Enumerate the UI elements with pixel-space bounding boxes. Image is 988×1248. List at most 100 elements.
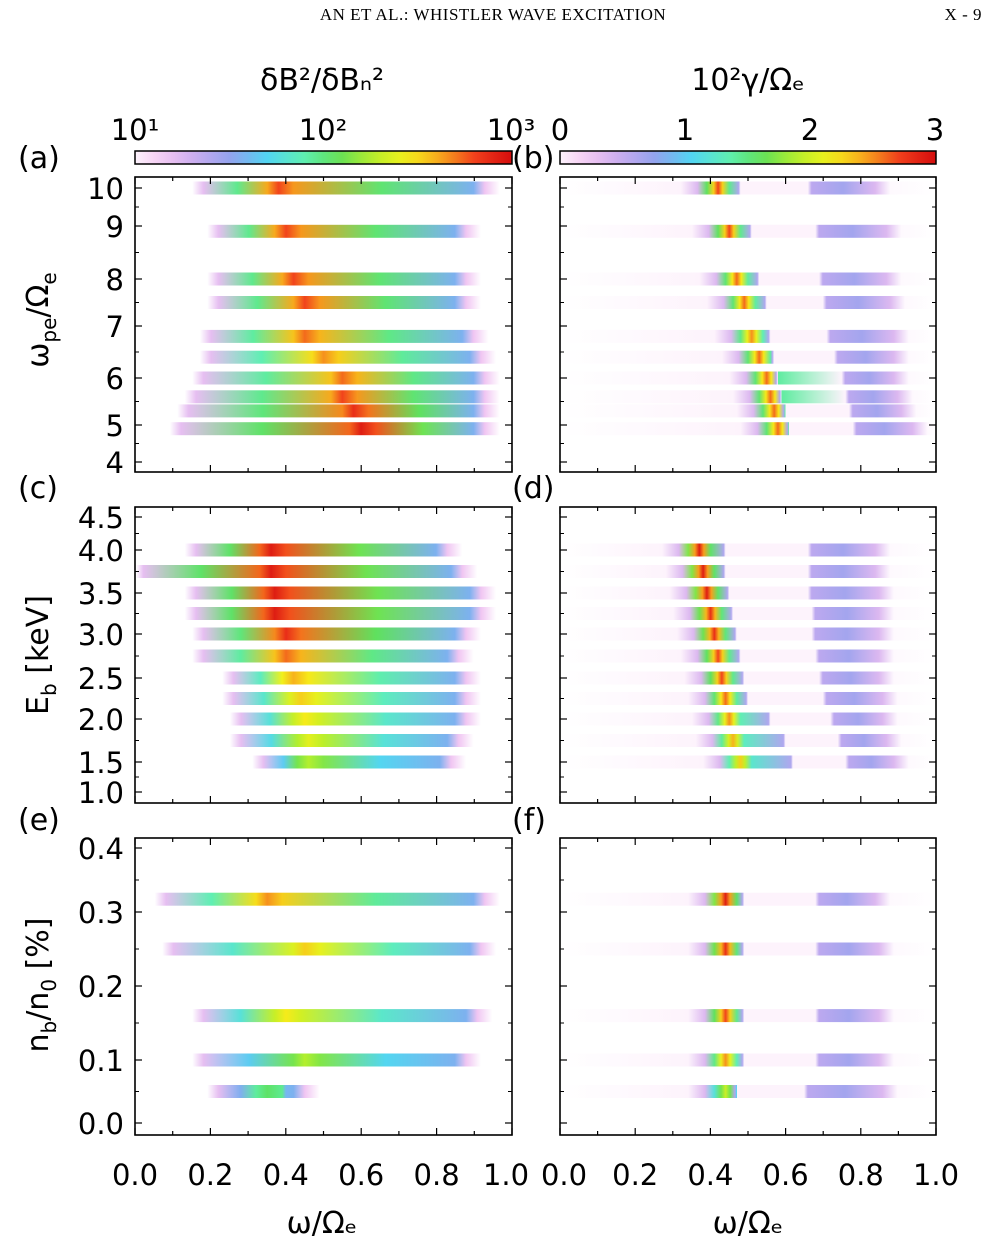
heatmap-band: [136, 1053, 511, 1067]
heatmap-band: [136, 181, 511, 195]
heatmap-band: [561, 329, 935, 343]
heatmap-band: [561, 390, 935, 404]
heatmap-band: [136, 350, 511, 364]
x-tick-label: 0.8: [838, 1158, 884, 1192]
heatmap-band: [136, 565, 511, 578]
heatmap-band: [561, 1085, 935, 1098]
heatmap-band: [561, 586, 935, 600]
x-tick-label: 0.0: [541, 1158, 587, 1192]
heatmap-band: [136, 329, 511, 343]
x-tick-label: 0.0: [112, 1158, 158, 1192]
y-tick-label: 1.5: [78, 746, 124, 780]
y-tick-label: 2.5: [78, 662, 124, 696]
heatmap-band: [136, 755, 511, 769]
heatmap-band: [136, 692, 511, 705]
colorbar-left-title: δB²/δBₙ²: [260, 63, 384, 98]
x-axis-label-right: ω/Ωₑ: [713, 1206, 784, 1241]
heatmap-band: [136, 371, 511, 385]
heatmap-band: [561, 1009, 935, 1023]
y-tick-label: 3.5: [78, 577, 124, 611]
heatmap-band: [136, 272, 511, 286]
heatmap-band: [136, 942, 511, 956]
heatmap-band: [136, 296, 511, 309]
heatmap-band: [561, 543, 935, 557]
heatmap-band: [561, 422, 935, 436]
heatmap-band: [136, 627, 511, 641]
x-axis-label-left: ω/Ωₑ: [287, 1206, 358, 1241]
x-tick-label: 1.0: [913, 1158, 959, 1192]
heatmap-band: [561, 350, 935, 364]
y-tick-label: 6: [106, 362, 124, 396]
y-tick-label: 0.1: [78, 1044, 124, 1078]
y-tick-label: 4.5: [78, 501, 124, 535]
heatmap-band: [561, 892, 935, 906]
heatmap-band: [561, 712, 935, 726]
panel-label-a: (a): [18, 141, 60, 176]
colorbar-left-tick: 10²: [299, 113, 348, 147]
heatmap-band: [136, 892, 511, 906]
heatmap-band: [136, 607, 511, 620]
x-tick-label: 0.2: [187, 1158, 233, 1192]
x-tick-label: 0.6: [763, 1158, 809, 1192]
heatmap-band: [136, 1009, 511, 1023]
heatmap-band: [136, 671, 511, 685]
colorbar-left: [134, 150, 513, 165]
y-tick-label: 7: [106, 310, 124, 344]
panel-label-e: (e): [18, 803, 60, 838]
panel-label-c: (c): [18, 471, 58, 506]
heatmap-band: [561, 671, 935, 685]
x-tick-label: 0.4: [687, 1158, 733, 1192]
colorbar-right-tick: 3: [926, 113, 944, 147]
x-tick-label: 0.6: [338, 1158, 384, 1192]
heatmap-band: [561, 371, 935, 385]
heatmap-band: [561, 181, 935, 195]
y-tick-label: 1.0: [78, 776, 124, 810]
y-tick-label: 8: [106, 263, 124, 297]
colorbar-right: [559, 150, 937, 165]
colorbar-left-tick: 10¹: [111, 113, 160, 147]
heatmap-band: [561, 272, 935, 286]
y-tick-label: 2.0: [78, 703, 124, 737]
y-tick-label: 4: [106, 446, 124, 480]
heatmap-band: [561, 565, 935, 578]
x-tick-label: 0.8: [414, 1158, 460, 1192]
heatmap-band: [561, 224, 935, 238]
heatmap-band: [136, 543, 511, 557]
heatmap-band: [136, 649, 511, 663]
x-tick-label: 0.2: [612, 1158, 658, 1192]
heatmap-band: [561, 942, 935, 956]
heatmap-band: [136, 390, 511, 404]
heatmap-band: [561, 607, 935, 620]
panel-label-d: (d): [512, 471, 554, 506]
y-tick-label: 9: [106, 210, 124, 244]
y-tick-label: 0.2: [78, 970, 124, 1004]
y-tick-label: 5: [106, 409, 124, 443]
page-header-title: AN ET AL.: WHISTLER WAVE EXCITATION: [320, 5, 666, 24]
y-axis-label-row3: nb/n0 [%]: [21, 917, 61, 1052]
y-tick-label: 10: [87, 172, 124, 206]
colorbar-right-tick: 1: [676, 113, 694, 147]
heatmap-band: [136, 1085, 511, 1098]
heatmap-band: [561, 296, 935, 309]
heatmap-band: [136, 224, 511, 238]
x-tick-label: 0.4: [263, 1158, 309, 1192]
y-tick-label: 3.0: [78, 618, 124, 652]
colorbar-right-title: 10²γ/Ωₑ: [691, 63, 805, 98]
heatmap-band: [561, 627, 935, 641]
y-tick-label: 0.0: [78, 1107, 124, 1141]
heatmap-band: [136, 734, 511, 747]
colorbar-right-tick: 2: [801, 113, 819, 147]
heatmap-band: [561, 734, 935, 747]
colorbar-right-tick: 0: [551, 113, 569, 147]
y-tick-label: 0.3: [78, 896, 124, 930]
colorbar-left-tick: 10³: [487, 113, 536, 147]
x-tick-label: 1.0: [483, 1158, 529, 1192]
heatmap-band: [561, 692, 935, 705]
y-tick-label: 4.0: [78, 534, 124, 568]
heatmap-band: [136, 422, 511, 436]
heatmap-band: [561, 404, 935, 418]
heatmap-band: [136, 712, 511, 726]
y-axis-label-row2: Eb [keV]: [21, 595, 61, 715]
heatmap-band: [136, 404, 511, 418]
